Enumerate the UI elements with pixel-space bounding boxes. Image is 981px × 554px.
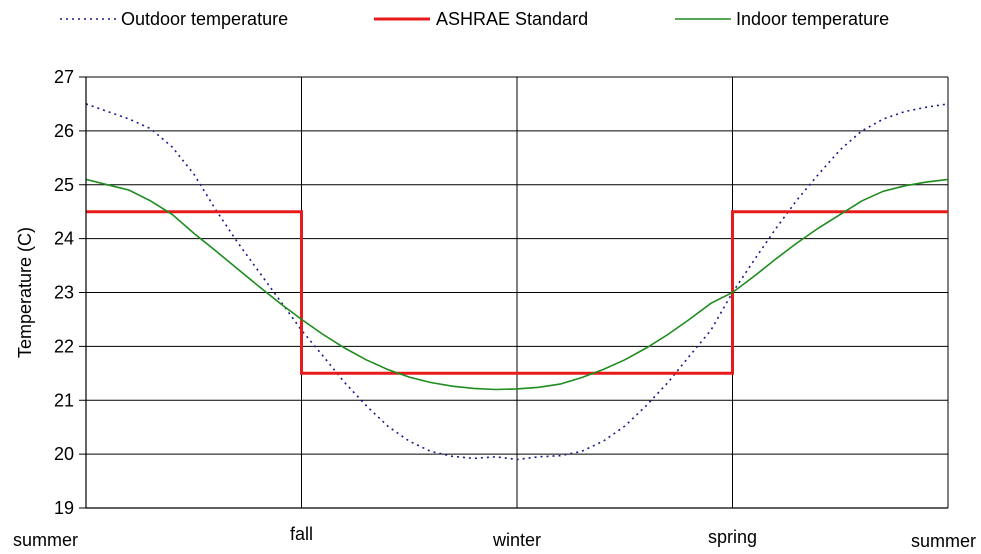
legend-label: Outdoor temperature <box>121 9 288 29</box>
legend: Outdoor temperature ASHRAE Standard Indoor… <box>60 9 889 29</box>
y-tick-label: 23 <box>54 283 74 303</box>
gridlines <box>86 76 949 509</box>
y-tick-labels: 19 20 21 22 23 24 25 26 27 <box>54 67 74 518</box>
y-axis-title: Temperature (C) <box>15 227 35 358</box>
x-category-label: winter <box>492 530 541 550</box>
y-tick-label: 19 <box>54 498 74 518</box>
y-tick-label: 26 <box>54 121 74 141</box>
x-category-label: fall <box>290 524 313 544</box>
y-tick-label: 22 <box>54 336 74 356</box>
series-line-ashrae-standard <box>86 210 948 375</box>
x-category-label: summer <box>911 531 976 551</box>
x-category-label: summer <box>13 530 78 550</box>
x-category-labels: summer fall winter spring summer <box>13 524 976 551</box>
legend-label: ASHRAE Standard <box>436 9 588 29</box>
axes <box>79 76 948 509</box>
y-tick-label: 24 <box>54 229 74 249</box>
plot-series <box>85 103 949 461</box>
legend-label: Indoor temperature <box>736 9 889 29</box>
y-tick-label: 25 <box>54 175 74 195</box>
y-tick-label: 20 <box>54 444 74 464</box>
x-category-label: spring <box>708 527 757 547</box>
y-tick-label: 27 <box>54 67 74 87</box>
y-tick-label: 21 <box>54 390 74 410</box>
series-line-indoor-temperature <box>85 178 949 391</box>
series-line-outdoor-temperature <box>85 103 949 461</box>
